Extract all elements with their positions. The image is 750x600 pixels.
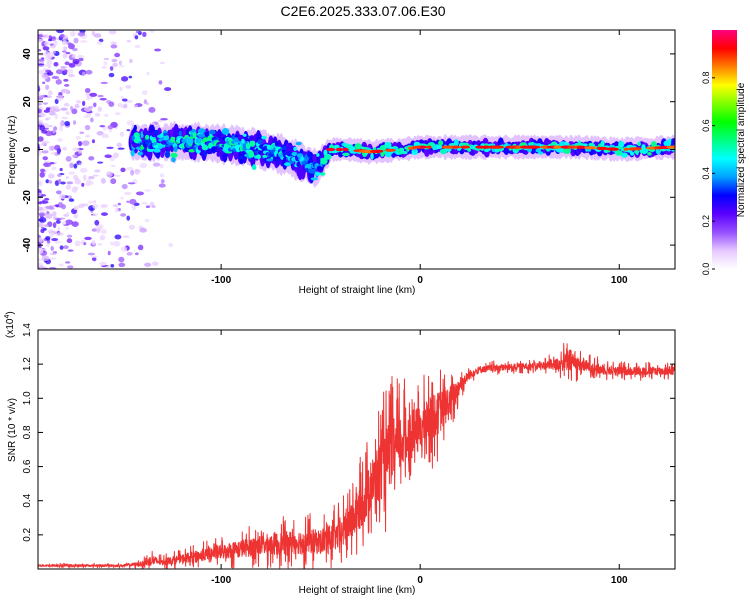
- ytick-label: 1.4: [22, 323, 33, 337]
- ytick-label: 1.2: [22, 357, 33, 371]
- xtick-label: 100: [611, 275, 628, 286]
- snr-ticks: -100 0 100 0.2 0.4 0.6 0.8 1.0 1.2 1.4: [22, 323, 675, 586]
- spectrogram-noise-speckle: [38, 30, 174, 269]
- snr-series-line: [38, 342, 675, 569]
- colorbar-tick-label: 0.0: [701, 263, 711, 276]
- xtick-label: -100: [211, 275, 231, 286]
- xtick-label: 100: [611, 575, 628, 586]
- ytick-label: -40: [22, 237, 33, 252]
- colorbar-ticks: 0.0 0.2 0.4 0.6 0.8: [701, 72, 715, 276]
- ytick-label: 1.0: [22, 391, 33, 405]
- spectrogram-ylabel: Frequency (Hz): [7, 116, 18, 185]
- snr-scale-exponent: 4: [4, 315, 11, 319]
- colorbar-gradient: [712, 30, 737, 269]
- ytick-label: 0.6: [22, 459, 33, 473]
- snr-scale-label: (x104): [4, 311, 16, 338]
- xtick-label: 0: [417, 575, 423, 586]
- svg-text:(x104): (x104): [4, 311, 16, 338]
- colorbar-tick-label: 0.2: [701, 215, 711, 228]
- colorbar: 0.0 0.2 0.4 0.6 0.8 Normalized spectral ampl…: [701, 30, 747, 275]
- ytick-label: 40: [22, 48, 33, 60]
- colorbar-tick-label: 0.6: [701, 119, 711, 132]
- snr-xlabel: Height of straight line (km): [299, 585, 416, 596]
- figure-title: C2E6.2025.333.07.06.E30: [280, 3, 445, 19]
- spectrogram-panel: -100 0 100 -40 -20 0 20 40 Height of straight l…: [7, 29, 676, 296]
- spectrogram-xlabel: Height of straight line (km): [299, 285, 416, 296]
- ytick-label: 0.8: [22, 425, 33, 439]
- colorbar-tick-label: 0.8: [701, 72, 711, 85]
- xtick-label: 0: [417, 275, 423, 286]
- ytick-label: -20: [22, 190, 33, 205]
- spectrogram-ticks: -100 0 100 -40 -20 0 20 40: [22, 30, 675, 286]
- ytick-label: 0: [22, 146, 33, 152]
- ytick-label: 0.2: [22, 527, 33, 541]
- colorbar-tick-label: 0.4: [701, 167, 711, 180]
- snr-scale-prefix: (x10: [5, 318, 16, 338]
- ytick-label: 20: [22, 96, 33, 108]
- xtick-label: -100: [211, 575, 231, 586]
- colorbar-label: Normalized spectral amplitude: [736, 82, 747, 217]
- snr-ylabel: SNR (10 * v/v): [7, 398, 18, 462]
- spectrogram-signal-band: [128, 120, 675, 188]
- ytick-label: 0.4: [22, 493, 33, 507]
- snr-panel: -100 0 100 0.2 0.4 0.6 0.8 1.0 1.2 1.4 Height of …: [4, 311, 676, 596]
